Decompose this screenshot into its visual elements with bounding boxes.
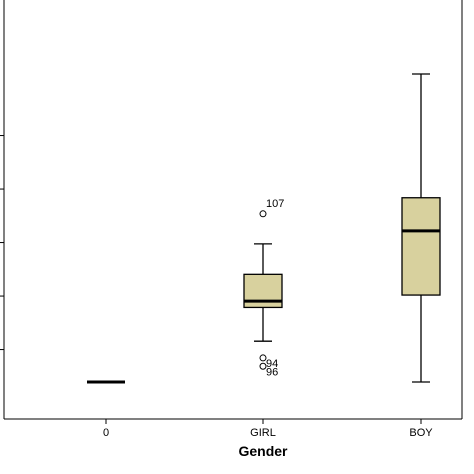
- x-tick-label-1: GIRL: [250, 427, 276, 439]
- outlier-label-107: 107: [266, 198, 284, 210]
- iqr-box: [401, 197, 441, 296]
- outlier-label-94: 94: [266, 358, 278, 370]
- outlier-point-96: [259, 362, 267, 370]
- box-boy: [401, 73, 441, 383]
- box-girl: [243, 210, 283, 370]
- x-tick-label-0: 0: [103, 427, 109, 439]
- outlier-point-107: [259, 210, 267, 218]
- outlier-point-94: [259, 354, 267, 362]
- x-tick-label-2: BOY: [409, 427, 433, 439]
- x-axis-title: Gender: [238, 443, 288, 459]
- outlier-label-96: 96: [266, 366, 278, 378]
